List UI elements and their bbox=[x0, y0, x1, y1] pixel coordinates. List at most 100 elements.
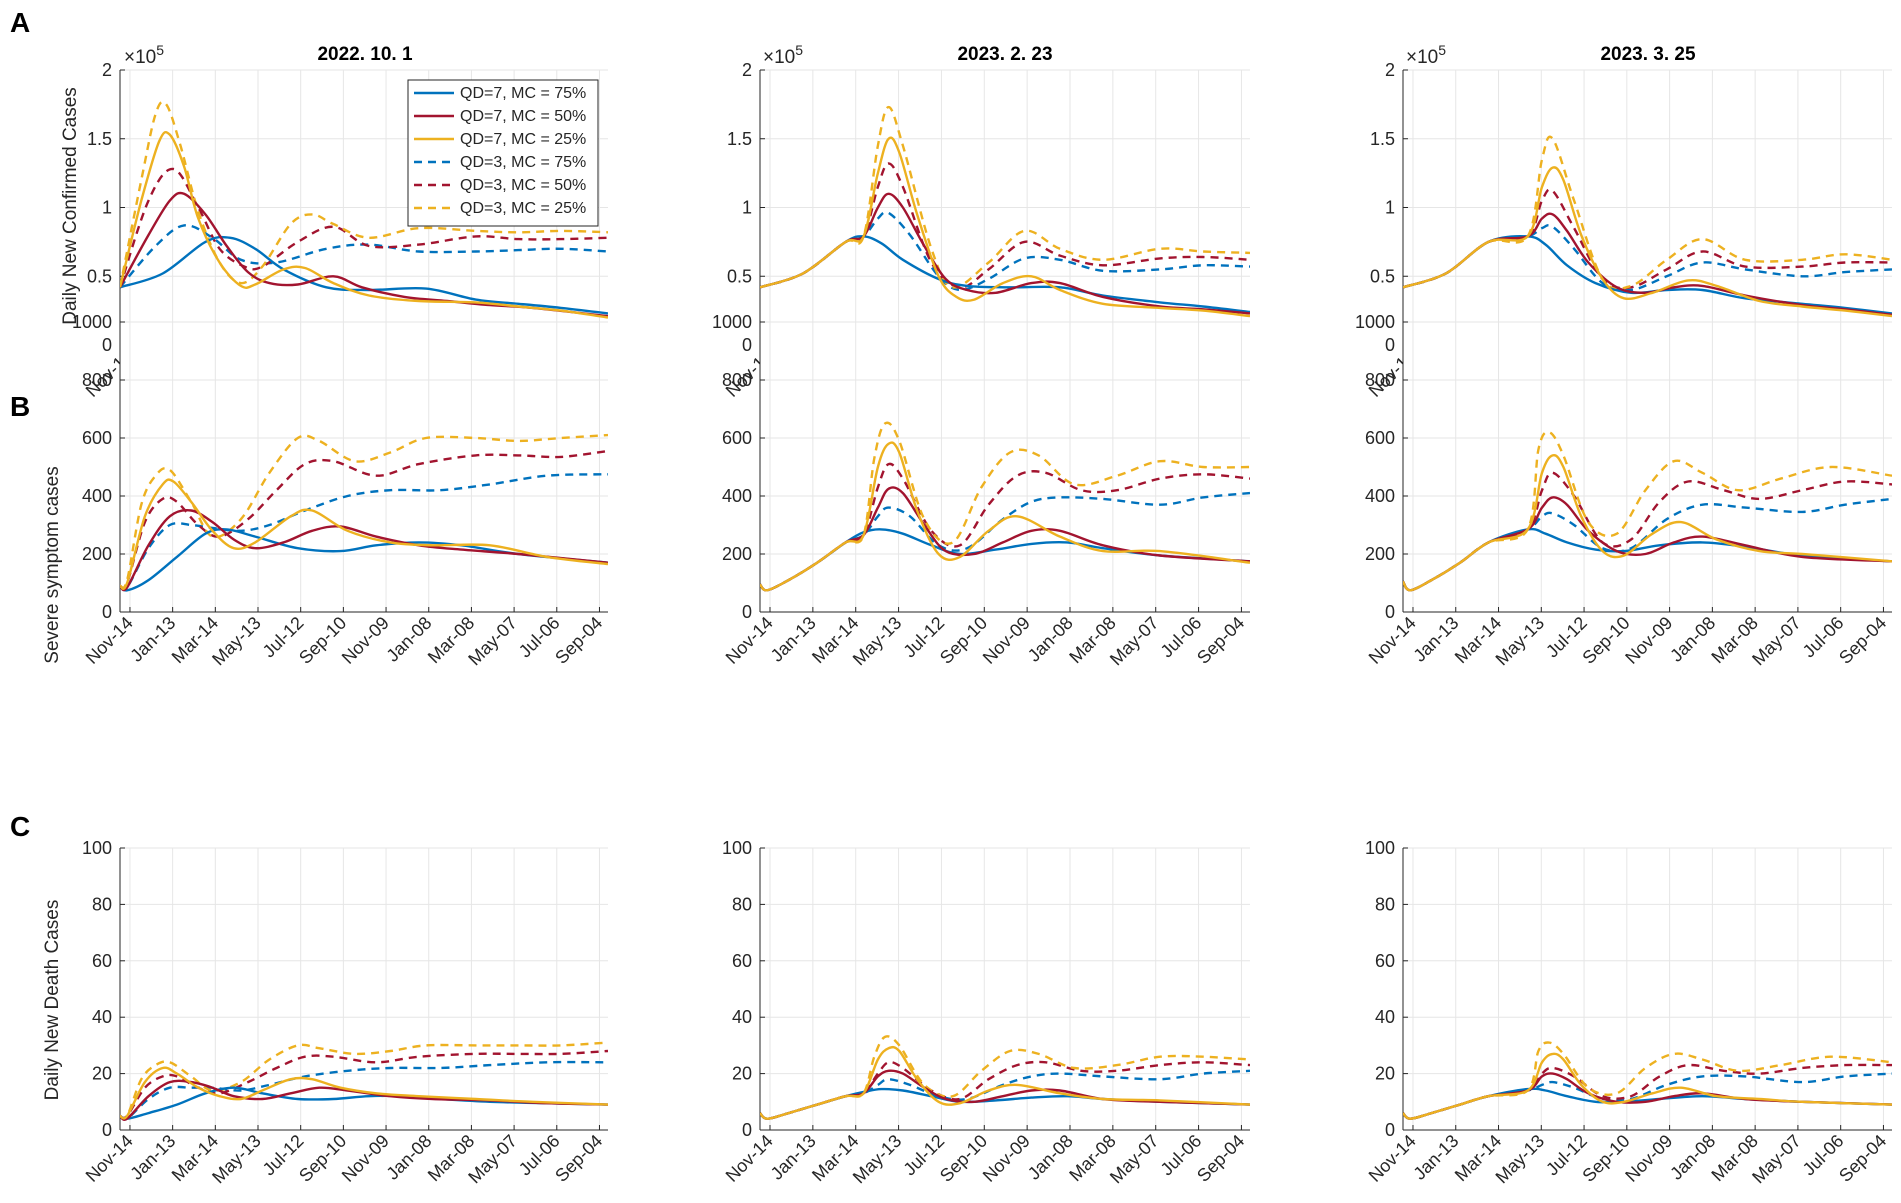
ylabel-severe: Severe symptom cases bbox=[42, 466, 63, 663]
y-tick-label: 200 bbox=[722, 544, 752, 564]
panel-r2-c3: 02004006008001000Nov-14Jan-13Mar-14May-1… bbox=[1355, 312, 1892, 669]
y-tick-label: 0 bbox=[102, 335, 112, 355]
y-tick-label: 200 bbox=[82, 544, 112, 564]
series-group bbox=[1403, 135, 1892, 318]
y-tick-label: 0 bbox=[742, 335, 752, 355]
y-tick-label: 60 bbox=[732, 951, 752, 971]
y-tick-label: 0.5 bbox=[87, 266, 112, 286]
panel-label-b: B bbox=[10, 391, 30, 422]
plot-area bbox=[760, 322, 1250, 612]
legend-item: QD=7, MC = 25% bbox=[414, 131, 586, 148]
series-line-qd-3-mc-75 bbox=[120, 224, 608, 289]
series-line-qd-7-mc-25 bbox=[760, 441, 1250, 592]
legend-label: QD=7, MC = 75% bbox=[460, 85, 586, 102]
ylabel-death: Daily New Death Cases bbox=[42, 900, 63, 1101]
y-tick-label: 100 bbox=[1365, 838, 1395, 858]
y-tick-label: 60 bbox=[1375, 951, 1395, 971]
legend-box bbox=[407, 79, 599, 227]
x-tick-label: May-07 bbox=[464, 613, 521, 670]
x-tick-label: May-13 bbox=[208, 613, 265, 670]
series-line-qd-7-mc-25 bbox=[120, 478, 608, 591]
x-tick-label: Nov-09 bbox=[979, 613, 1034, 668]
series-group bbox=[120, 433, 608, 592]
x-tick-label: Sep-10 bbox=[1578, 1131, 1633, 1186]
y-tick-label: 0 bbox=[102, 602, 112, 622]
series-group bbox=[760, 1035, 1250, 1120]
exponent-label-col2: ×105 bbox=[763, 42, 803, 68]
series-line-qd-7-mc-75 bbox=[120, 235, 608, 315]
x-tick-label: May-13 bbox=[849, 613, 906, 670]
y-tick-label: 600 bbox=[82, 428, 112, 448]
y-tick-label: 0 bbox=[1385, 335, 1395, 355]
series-line-qd-3-mc-75 bbox=[1403, 224, 1892, 292]
y-tick-label: 1000 bbox=[1355, 312, 1395, 332]
x-tick-label: May-13 bbox=[1492, 613, 1549, 670]
series-group bbox=[120, 1041, 608, 1121]
panel-r3-c1: 020406080100Nov-14Jan-13Mar-14May-13Jul-… bbox=[82, 838, 608, 1187]
series-line-qd-3-mc-50 bbox=[120, 167, 608, 288]
svg-text:×105: ×105 bbox=[1406, 42, 1446, 68]
series-group bbox=[1403, 430, 1892, 592]
series-line-qd-7-mc-25 bbox=[1403, 1052, 1892, 1120]
series-line-qd-7-mc-50 bbox=[760, 192, 1250, 315]
x-tick-label: Sep-04 bbox=[551, 613, 606, 668]
y-tick-label: 80 bbox=[92, 894, 112, 914]
y-tick-label: 0 bbox=[1385, 602, 1395, 622]
y-tick-label: 800 bbox=[1365, 370, 1395, 390]
series-line-qd-3-mc-50 bbox=[120, 1049, 608, 1120]
x-tick-label: Sep-10 bbox=[295, 613, 350, 668]
panel-r3-c3: 020406080100Nov-14Jan-13Mar-14May-13Jul-… bbox=[1365, 838, 1892, 1187]
column-title-3: 2023. 3. 25 bbox=[1600, 44, 1696, 65]
series-line-qd-7-mc-50 bbox=[120, 1079, 608, 1121]
series-line-qd-3-mc-75 bbox=[120, 473, 608, 592]
y-tick-label: 60 bbox=[92, 951, 112, 971]
x-tick-label: May-07 bbox=[464, 1131, 521, 1188]
y-tick-label: 1000 bbox=[712, 312, 752, 332]
y-tick-label: 0 bbox=[102, 1120, 112, 1140]
y-tick-label: 600 bbox=[722, 428, 752, 448]
series-line-qd-3-mc-50 bbox=[760, 162, 1250, 289]
x-tick-label: Nov-09 bbox=[1621, 613, 1676, 668]
series-line-qd-3-mc-75 bbox=[120, 1060, 608, 1121]
x-tick-label: Sep-04 bbox=[1193, 613, 1248, 668]
x-tick-label: Sep-10 bbox=[1578, 613, 1633, 668]
y-tick-label: 20 bbox=[732, 1064, 752, 1084]
x-tick-label: Sep-04 bbox=[1835, 613, 1890, 668]
series-line-qd-7-mc-25 bbox=[760, 136, 1250, 318]
x-tick-label: Nov-09 bbox=[338, 613, 393, 668]
x-tick-label: Nov-09 bbox=[979, 1131, 1034, 1186]
legend-item: QD=3, MC = 25% bbox=[414, 200, 586, 217]
series-line-qd-7-mc-25 bbox=[120, 1066, 608, 1120]
x-tick-label: May-07 bbox=[1748, 613, 1805, 670]
y-tick-label: 2 bbox=[742, 60, 752, 80]
series-group bbox=[1403, 1041, 1892, 1120]
y-tick-label: 1 bbox=[742, 198, 752, 218]
x-tick-label: May-07 bbox=[1748, 1131, 1805, 1188]
y-tick-label: 40 bbox=[1375, 1007, 1395, 1027]
panel-label-a: A bbox=[10, 7, 30, 38]
x-tick-label: Sep-10 bbox=[936, 613, 991, 668]
y-tick-label: 800 bbox=[722, 370, 752, 390]
plot-area bbox=[1403, 322, 1892, 612]
y-tick-label: 40 bbox=[92, 1007, 112, 1027]
y-tick-label: 200 bbox=[1365, 544, 1395, 564]
x-tick-label: Sep-04 bbox=[1835, 1131, 1890, 1186]
series-line-qd-7-mc-25 bbox=[1403, 166, 1892, 318]
series-line-qd-7-mc-25 bbox=[120, 130, 608, 319]
x-tick-label: May-13 bbox=[849, 1131, 906, 1188]
svg-text:×105: ×105 bbox=[124, 42, 164, 68]
y-tick-label: 400 bbox=[722, 486, 752, 506]
x-tick-label: Sep-04 bbox=[551, 1131, 606, 1186]
column-title-2: 2023. 2. 23 bbox=[957, 44, 1052, 65]
x-tick-label: Sep-04 bbox=[1193, 1131, 1248, 1186]
plot-area bbox=[1403, 848, 1892, 1130]
panel-r3-c2: 020406080100Nov-14Jan-13Mar-14May-13Jul-… bbox=[722, 838, 1250, 1187]
x-tick-label: Sep-10 bbox=[936, 1131, 991, 1186]
y-tick-label: 800 bbox=[82, 370, 112, 390]
series-line-qd-3-mc-25 bbox=[760, 105, 1250, 289]
column-title-1: 2022. 10. 1 bbox=[317, 44, 413, 65]
y-tick-label: 1.5 bbox=[1370, 129, 1395, 149]
y-tick-label: 1 bbox=[102, 198, 112, 218]
x-tick-label: May-13 bbox=[1492, 1131, 1549, 1188]
